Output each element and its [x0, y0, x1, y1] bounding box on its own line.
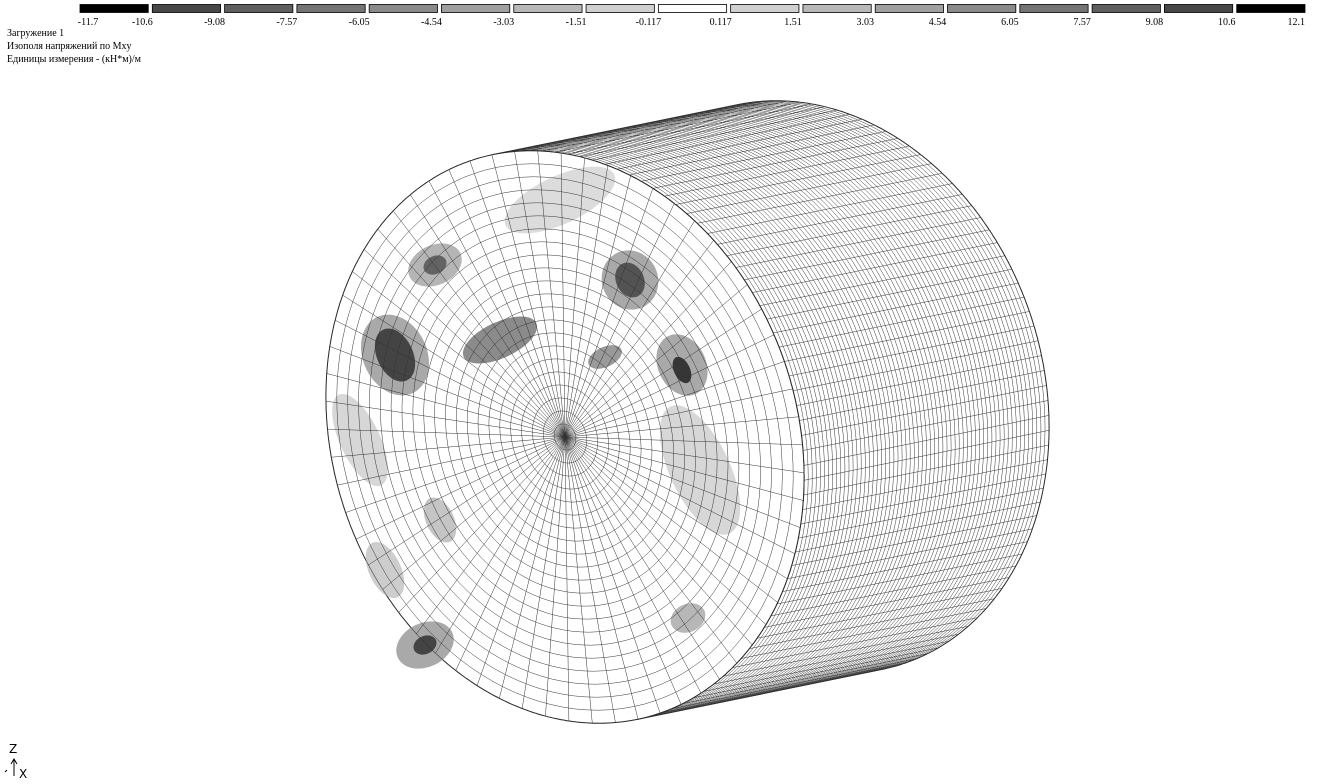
legend-label: 6.05: [1001, 17, 1019, 28]
legend-swatch: [1020, 5, 1088, 13]
legend-swatch: [441, 5, 509, 13]
load-label: Загружение 1: [7, 28, 64, 39]
legend-swatch: [80, 5, 148, 13]
legend-label: 12.1: [1288, 17, 1306, 28]
legend-swatch: [152, 5, 220, 13]
legend-label: -1.51: [566, 17, 587, 28]
legend-label: 10.6: [1218, 17, 1236, 28]
units-label: Единицы измерения - (кН*м)/м: [7, 54, 142, 65]
viewport: -11.7 -10.6 -9.08 -7.57 -6.05 -4.54 -3.03 -1.51…: [0, 0, 1327, 784]
legend-swatch: [1092, 5, 1160, 13]
result-title: Изополя напряжений по Mxy: [7, 41, 132, 52]
legend-label: -0.117: [636, 17, 661, 28]
legend-swatch: [875, 5, 943, 13]
legend-label: 4.54: [929, 17, 947, 28]
legend-label: -4.54: [421, 17, 442, 28]
legend-label: -11.7: [78, 17, 98, 28]
axis-z: Z: [9, 742, 17, 756]
legend-swatch: [225, 5, 293, 13]
legend-swatch: [297, 5, 365, 13]
legend-swatch: [1164, 5, 1232, 13]
legend-swatch: [1237, 5, 1305, 13]
legend-label: -10.6: [132, 17, 153, 28]
legend-swatch: [369, 5, 437, 13]
legend-swatch: [658, 5, 726, 13]
legend-swatch: [803, 5, 871, 13]
axis-x: X: [19, 767, 27, 781]
legend-label: -6.05: [349, 17, 370, 28]
legend-swatch: [514, 5, 582, 13]
legend-label: 3.03: [856, 17, 874, 28]
legend-label: 0.117: [710, 17, 732, 28]
legend-label: -9.08: [204, 17, 225, 28]
legend-swatch: [586, 5, 654, 13]
page: -11.7 -10.6 -9.08 -7.57 -6.05 -4.54 -3.03 -1.51…: [0, 0, 1327, 784]
legend-label: 9.08: [1146, 17, 1164, 28]
model: [321, 101, 1049, 723]
legend-swatch: [948, 5, 1016, 13]
legend-label: 1.51: [784, 17, 802, 28]
legend-label: 7.57: [1073, 17, 1091, 28]
legend-swatch: [731, 5, 799, 13]
legend-label: -7.57: [276, 17, 297, 28]
legend-label: -3.03: [493, 17, 514, 28]
